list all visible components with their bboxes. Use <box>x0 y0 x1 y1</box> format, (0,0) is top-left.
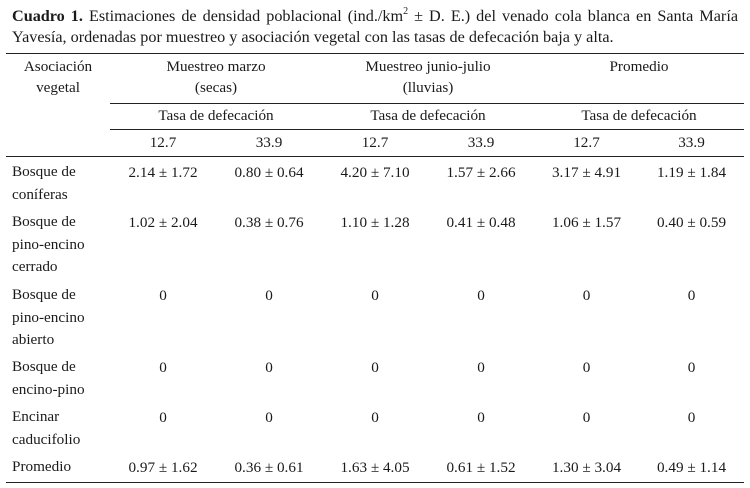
table-cell: 0.38 ± 0.76 <box>234 214 304 231</box>
stub-header-line1: Asociación <box>23 58 93 75</box>
table-cell: 0 <box>265 409 273 426</box>
caption-text: Estimaciones de densidad poblacional (in… <box>82 7 404 25</box>
table-cell: 1.57 ± 2.66 <box>446 164 516 181</box>
table-cell: 1.63 ± 4.05 <box>340 459 410 476</box>
row-label: Bosque de coníferas <box>12 163 76 203</box>
subheader-march: Tasa de defecación <box>158 107 274 124</box>
table-cell: 0 <box>371 359 379 376</box>
table-cell: 0.36 ± 0.61 <box>234 459 304 476</box>
group-header-march: Muestreo marzo (secas) <box>110 56 322 98</box>
table-cell: 0 <box>477 409 485 426</box>
bottom-rule <box>6 482 744 483</box>
table-cell: 0 <box>582 409 591 426</box>
table-cell: 0 <box>687 359 696 376</box>
group-header-march-line1: Muestreo marzo <box>166 58 266 75</box>
group-header-june-july-line2: (lluvias) <box>402 79 454 96</box>
table-cell: 0 <box>582 287 591 304</box>
table-cell: 0.80 ± 0.64 <box>234 164 304 181</box>
rate-header: 12.7 <box>573 134 600 151</box>
table-cell: 0 <box>265 359 273 376</box>
subheader-june-july: Tasa de defecación <box>370 107 486 124</box>
rate-header: 12.7 <box>361 134 389 151</box>
row-label: Encinar caducifolio <box>12 408 81 448</box>
caption-superscript: 2 <box>403 5 409 17</box>
table-cell: 0 <box>371 287 379 304</box>
row-label: Bosque de pino-encino cerrado <box>12 213 85 275</box>
table-cell: 0 <box>687 409 696 426</box>
table-cell: 4.20 ± 7.10 <box>340 164 410 181</box>
subheader-rule <box>110 129 744 130</box>
table-cell: 0.97 ± 1.62 <box>128 459 198 476</box>
rate-header: 12.7 <box>149 134 177 151</box>
table-cell: 0 <box>265 287 273 304</box>
table-cell: 1.30 ± 3.04 <box>551 459 622 476</box>
table-cell: 0.49 ± 1.14 <box>656 459 727 476</box>
table-caption: Cuadro 1. Estimaciones de densidad pobla… <box>12 6 738 48</box>
table-cell: 0 <box>159 409 167 426</box>
table-cell: 0 <box>687 287 696 304</box>
stub-header: Asociación vegetal <box>6 56 110 98</box>
table-cell: 0.61 ± 1.52 <box>446 459 516 476</box>
subheader-average: Tasa de defecación <box>581 107 697 124</box>
row-label: Bosque de pino-encino abierto <box>12 286 85 348</box>
row-label: Promedio <box>12 458 72 475</box>
table-cell: 0 <box>477 359 485 376</box>
rate-header: 33.9 <box>678 134 705 151</box>
table-cell: 1.06 ± 1.57 <box>551 214 622 231</box>
table-cell: 2.14 ± 1.72 <box>128 164 198 181</box>
table-number: Cuadro 1. <box>12 7 83 25</box>
group-header-march-line2: (secas) <box>194 79 238 96</box>
table-cell: 0 <box>582 359 591 376</box>
header-bottom-rule <box>6 156 744 157</box>
table-cell: 0.40 ± 0.59 <box>656 214 727 231</box>
table-cell: 1.02 ± 2.04 <box>128 214 198 231</box>
group-header-average: Promedio <box>534 56 744 77</box>
group-header-june-july-line1: Muestreo junio-julio <box>365 58 491 75</box>
table-cell: 0.41 ± 0.48 <box>446 214 516 231</box>
stub-header-line2: vegetal <box>36 79 80 96</box>
group-rule <box>110 103 744 104</box>
top-rule <box>6 53 744 54</box>
group-header-average-line1: Promedio <box>609 58 669 75</box>
rate-header: 33.9 <box>467 134 495 151</box>
table-cell: 0 <box>371 409 379 426</box>
row-label: Bosque de encino-pino <box>12 358 85 398</box>
table-cell: 0 <box>159 287 167 304</box>
group-header-june-july: Muestreo junio-julio (lluvias) <box>322 56 534 98</box>
table-cell: 1.19 ± 1.84 <box>656 164 727 181</box>
caption-text-continued: ± D. E.) del venado cola blanca en Santa… <box>12 7 739 46</box>
table-cell: 1.10 ± 1.28 <box>340 214 410 231</box>
rate-header: 33.9 <box>255 134 283 151</box>
table-cell: 0 <box>477 287 485 304</box>
table-cell: 3.17 ± 4.91 <box>551 164 622 181</box>
table-cell: 0 <box>159 359 167 376</box>
